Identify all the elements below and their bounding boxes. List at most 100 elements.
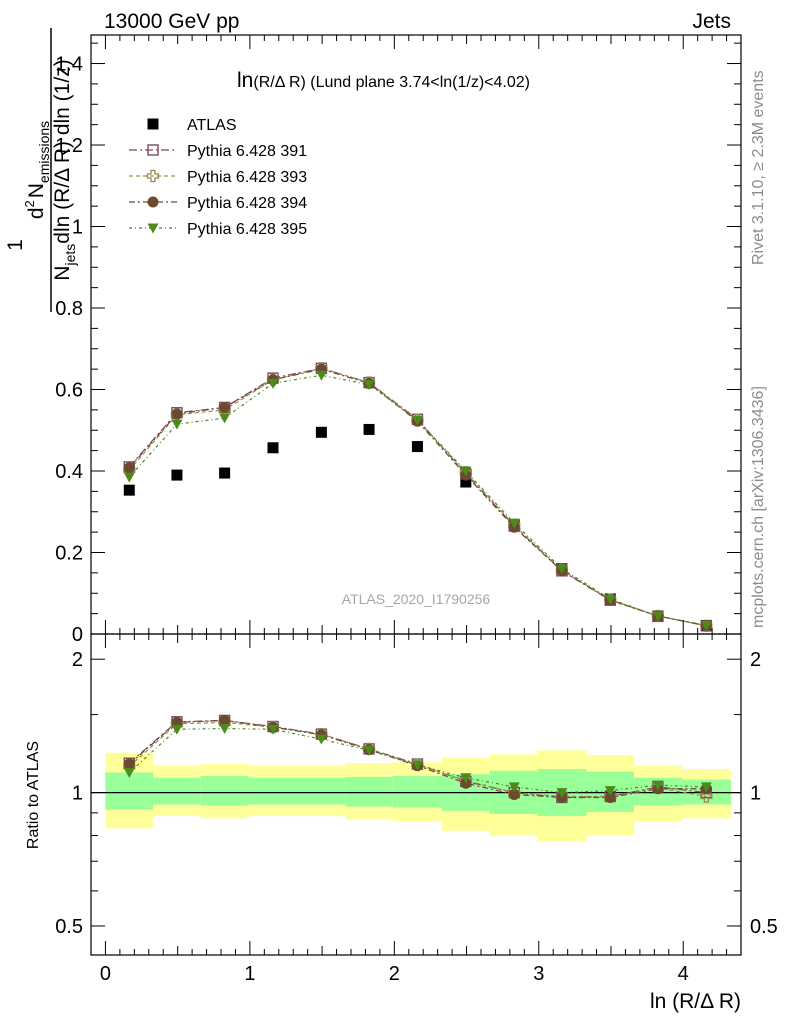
point-data [411,441,423,453]
legend-label-p393: Pythia 6.428 393 [187,169,307,186]
main-ytick-label: 0.8 [55,298,83,320]
header-jets-label: Jets [692,10,731,33]
legend-label-p391: Pythia 6.428 391 [187,143,307,160]
point-p394 [219,401,231,413]
ratio-band-inner [200,776,249,806]
legend-marker-data [147,118,159,130]
ylabel-one: 1 [4,239,27,251]
ylabel-num-d: d [25,207,48,219]
main-y-axis-fraction: d2 Nemissions [22,121,52,219]
main-ytick-label: 1.4 [55,54,83,76]
point-data [171,469,183,481]
title-ratio-var: (R/Δ R) [253,74,305,91]
point-p394 [171,408,183,420]
main-ytick-label: 0.4 [55,461,83,483]
axes-layer: 0 0.2 0.4 0.6 0.8 1 1.2 1.4 0 1 2 3 4 0.5 0.5 1 1 2 2 [55,34,778,985]
legend-marker-p393 [146,169,160,183]
ratio-point-p395 [556,788,568,799]
ratio-ytick-label: 0.5 [55,916,83,938]
ratio-band-inner [248,777,298,805]
point-p395 [508,518,520,529]
ylabel-num-N: N [25,183,48,198]
legend: ATLAS Pythia 6.428 391 Pythia 6.428 393 Pyt… [129,117,307,238]
ratio-band-inner [105,772,154,810]
ratio-band-inner [345,776,393,807]
rivet-side-label: Rivet 3.1.10, ≥ 2.3M events [750,70,767,265]
ratio-xtick-label: 1 [244,963,255,985]
point-p395 [315,370,327,381]
legend-label-p395: Pythia 6.428 395 [187,221,307,238]
ratio-band-inner [153,777,201,805]
analysis-watermark: ATLAS_2020_I1790256 [342,591,491,607]
ratio-point-p395 [123,768,135,779]
ratio-point-p395 [700,782,712,793]
point-data [315,426,327,438]
point-p395 [652,611,664,622]
ratio-xtick-label: 3 [533,963,544,985]
x-axis-label: ln (R/Δ R) [650,990,741,1013]
point-p395 [411,415,423,426]
mcplots-info-text: mcplots.cern.ch [arXiv:1306.3436] [750,386,767,628]
ylabel-numerator: d2 Nemissions [22,121,52,219]
header-process-label: 13000 GeV pp [104,10,239,33]
point-p395 [604,594,616,605]
ratio-point-p394 [604,791,616,803]
main-ytick-label: 1 [72,217,83,239]
title-lund-range: (Lund plane 3.74<ln(1/z)<4.02) [306,74,530,91]
point-p395 [219,413,231,424]
point-data [363,423,375,435]
ratio-xtick-label: 2 [389,963,400,985]
mcplots-side-label: mcplots.cern.ch [arXiv:1306.3436] [750,386,767,628]
ratio-band-inner [297,777,346,805]
main-ytick-label: 0.6 [55,380,83,402]
rivet-info-text: Rivet 3.1.10, ≥ 2.3M events [750,70,767,265]
ratio-ytick-label: 2 [72,649,83,671]
point-data [267,442,279,454]
ratio-point-p395 [652,780,664,791]
series-line-p391 [128,367,707,627]
point-data [219,467,231,479]
legend-label-p394: Pythia 6.428 394 [187,195,307,212]
ratio-point-p395 [508,782,520,793]
ratio-point-p395 [267,724,279,735]
ratio-frame [90,633,742,956]
point-data [123,484,135,496]
ylabel-den-sub: jets [62,244,78,267]
series-line-p394 [128,368,707,627]
legend-marker-p394 [147,196,159,208]
ratio-point-p395 [171,724,183,735]
ratio-point-p394 [123,758,135,770]
ylabel-denominator: Njetsdln (R/Δ R) dln (1/z) [51,59,78,280]
ratio-ytick-label-right: 1 [750,783,761,805]
ratio-ytick-label-right: 2 [750,649,761,671]
point-p395 [556,564,568,575]
legend-label-data: ATLAS [187,117,237,134]
point-p395 [267,378,279,389]
ratio-point-p395 [460,773,472,784]
series-line-p393 [128,367,707,627]
ylabel-num-sub: emissions [36,121,52,183]
main-y-axis-denominator: Njetsdln (R/Δ R) dln (1/z) [51,59,78,280]
ylabel-den-rest: dln (R/Δ R) dln (1/z) [51,59,74,243]
ratio-point-p394 [508,789,520,801]
ratio-uncertainty-bands [91,750,741,842]
series-line-p395 [128,374,707,627]
ratio-point-p395 [363,745,375,756]
ratio-point-p395 [315,734,327,745]
main-y-axis-label: 1 [4,239,27,251]
ratio-ylabel-text: Ratio to ATLAS [25,741,42,849]
ratio-xtick-label: 4 [678,963,689,985]
ratio-point-p395 [604,786,616,797]
ratio-point-p395 [411,760,423,771]
ylabel-den-N: N [51,266,74,281]
point-p395 [700,620,712,631]
main-ytick-label: 1.2 [55,135,83,157]
legend-marker-p395 [147,223,159,234]
main-ytick-label: 0 [72,624,83,646]
point-data [460,476,472,488]
main-panel-marks [123,362,713,633]
main-ytick-label: 0.2 [55,543,83,565]
ratio-point-p393 [700,790,713,803]
